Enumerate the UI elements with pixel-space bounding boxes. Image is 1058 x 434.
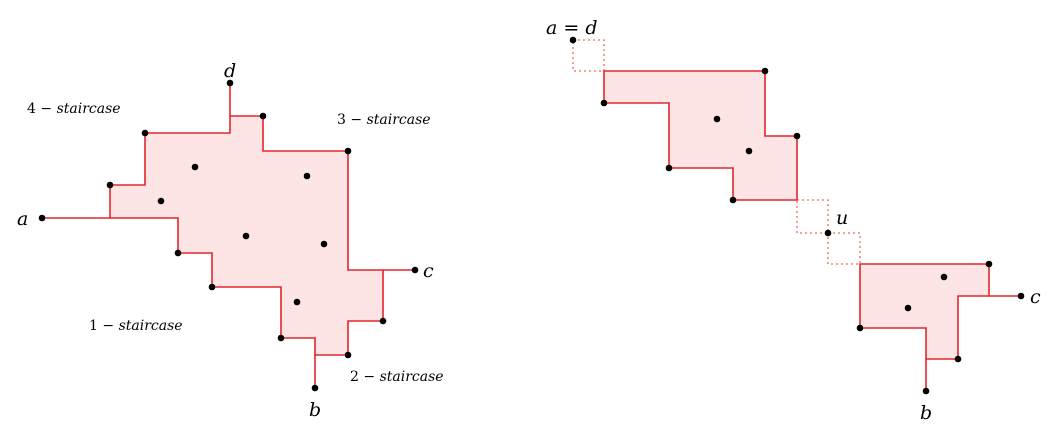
corner-point: [208, 283, 216, 291]
label-b: b: [920, 402, 932, 424]
point-c: [1017, 292, 1025, 300]
corner-point: [985, 260, 993, 268]
corner-point: [761, 67, 769, 75]
point-b: [922, 387, 930, 395]
corner-point: [954, 355, 962, 363]
right-lower-polygon: [859, 263, 990, 360]
label-d: d: [224, 60, 236, 82]
label-u: u: [836, 207, 848, 229]
point-u: [824, 229, 832, 237]
interior-point: [293, 298, 301, 306]
label-a: a: [17, 208, 28, 230]
label-b: b: [309, 399, 321, 421]
corner-point: [600, 99, 608, 107]
corner-point: [856, 324, 864, 332]
interior-point: [320, 240, 328, 248]
interior-point: [713, 115, 721, 123]
corner-point: [106, 181, 114, 189]
corner-point: [174, 249, 182, 257]
corner-point: [729, 196, 737, 204]
corner-point: [277, 334, 285, 342]
dotted-square-mid-1: [796, 199, 829, 234]
right-figure: a = d u c b: [546, 17, 1041, 424]
corner-point: [259, 112, 267, 120]
label-c: c: [1030, 286, 1041, 308]
point-a-eq-d: [569, 36, 577, 44]
corner-point: [344, 351, 352, 359]
label-a-eq-d: a = d: [546, 17, 598, 39]
left-figure: a d c b 4 − staircase 3 − staircase 1 − …: [17, 60, 444, 421]
staircase-2-label: 2 − staircase: [350, 369, 444, 385]
staircase-3-label: 3 − staircase: [337, 112, 431, 128]
interior-point: [303, 172, 311, 180]
interior-point: [242, 232, 250, 240]
label-c: c: [423, 260, 434, 282]
interior-point: [940, 273, 948, 281]
right-upper-polygon: [603, 70, 798, 201]
corner-point: [665, 164, 673, 172]
dotted-square-top: [572, 39, 605, 72]
staircase-4-label: 4 − staircase: [27, 101, 121, 117]
corner-point: [379, 317, 387, 325]
staircase-1-label: 1 − staircase: [89, 318, 183, 334]
interior-point: [157, 197, 165, 205]
dotted-square-mid-2: [827, 232, 861, 265]
corner-point: [141, 129, 149, 137]
interior-point: [904, 304, 912, 312]
point-c: [411, 266, 419, 274]
interior-point: [745, 147, 753, 155]
point-b: [311, 384, 319, 392]
point-a: [38, 214, 46, 222]
corner-point: [344, 147, 352, 155]
corner-point: [793, 132, 801, 140]
interior-point: [191, 163, 199, 171]
point-d: [226, 79, 234, 87]
